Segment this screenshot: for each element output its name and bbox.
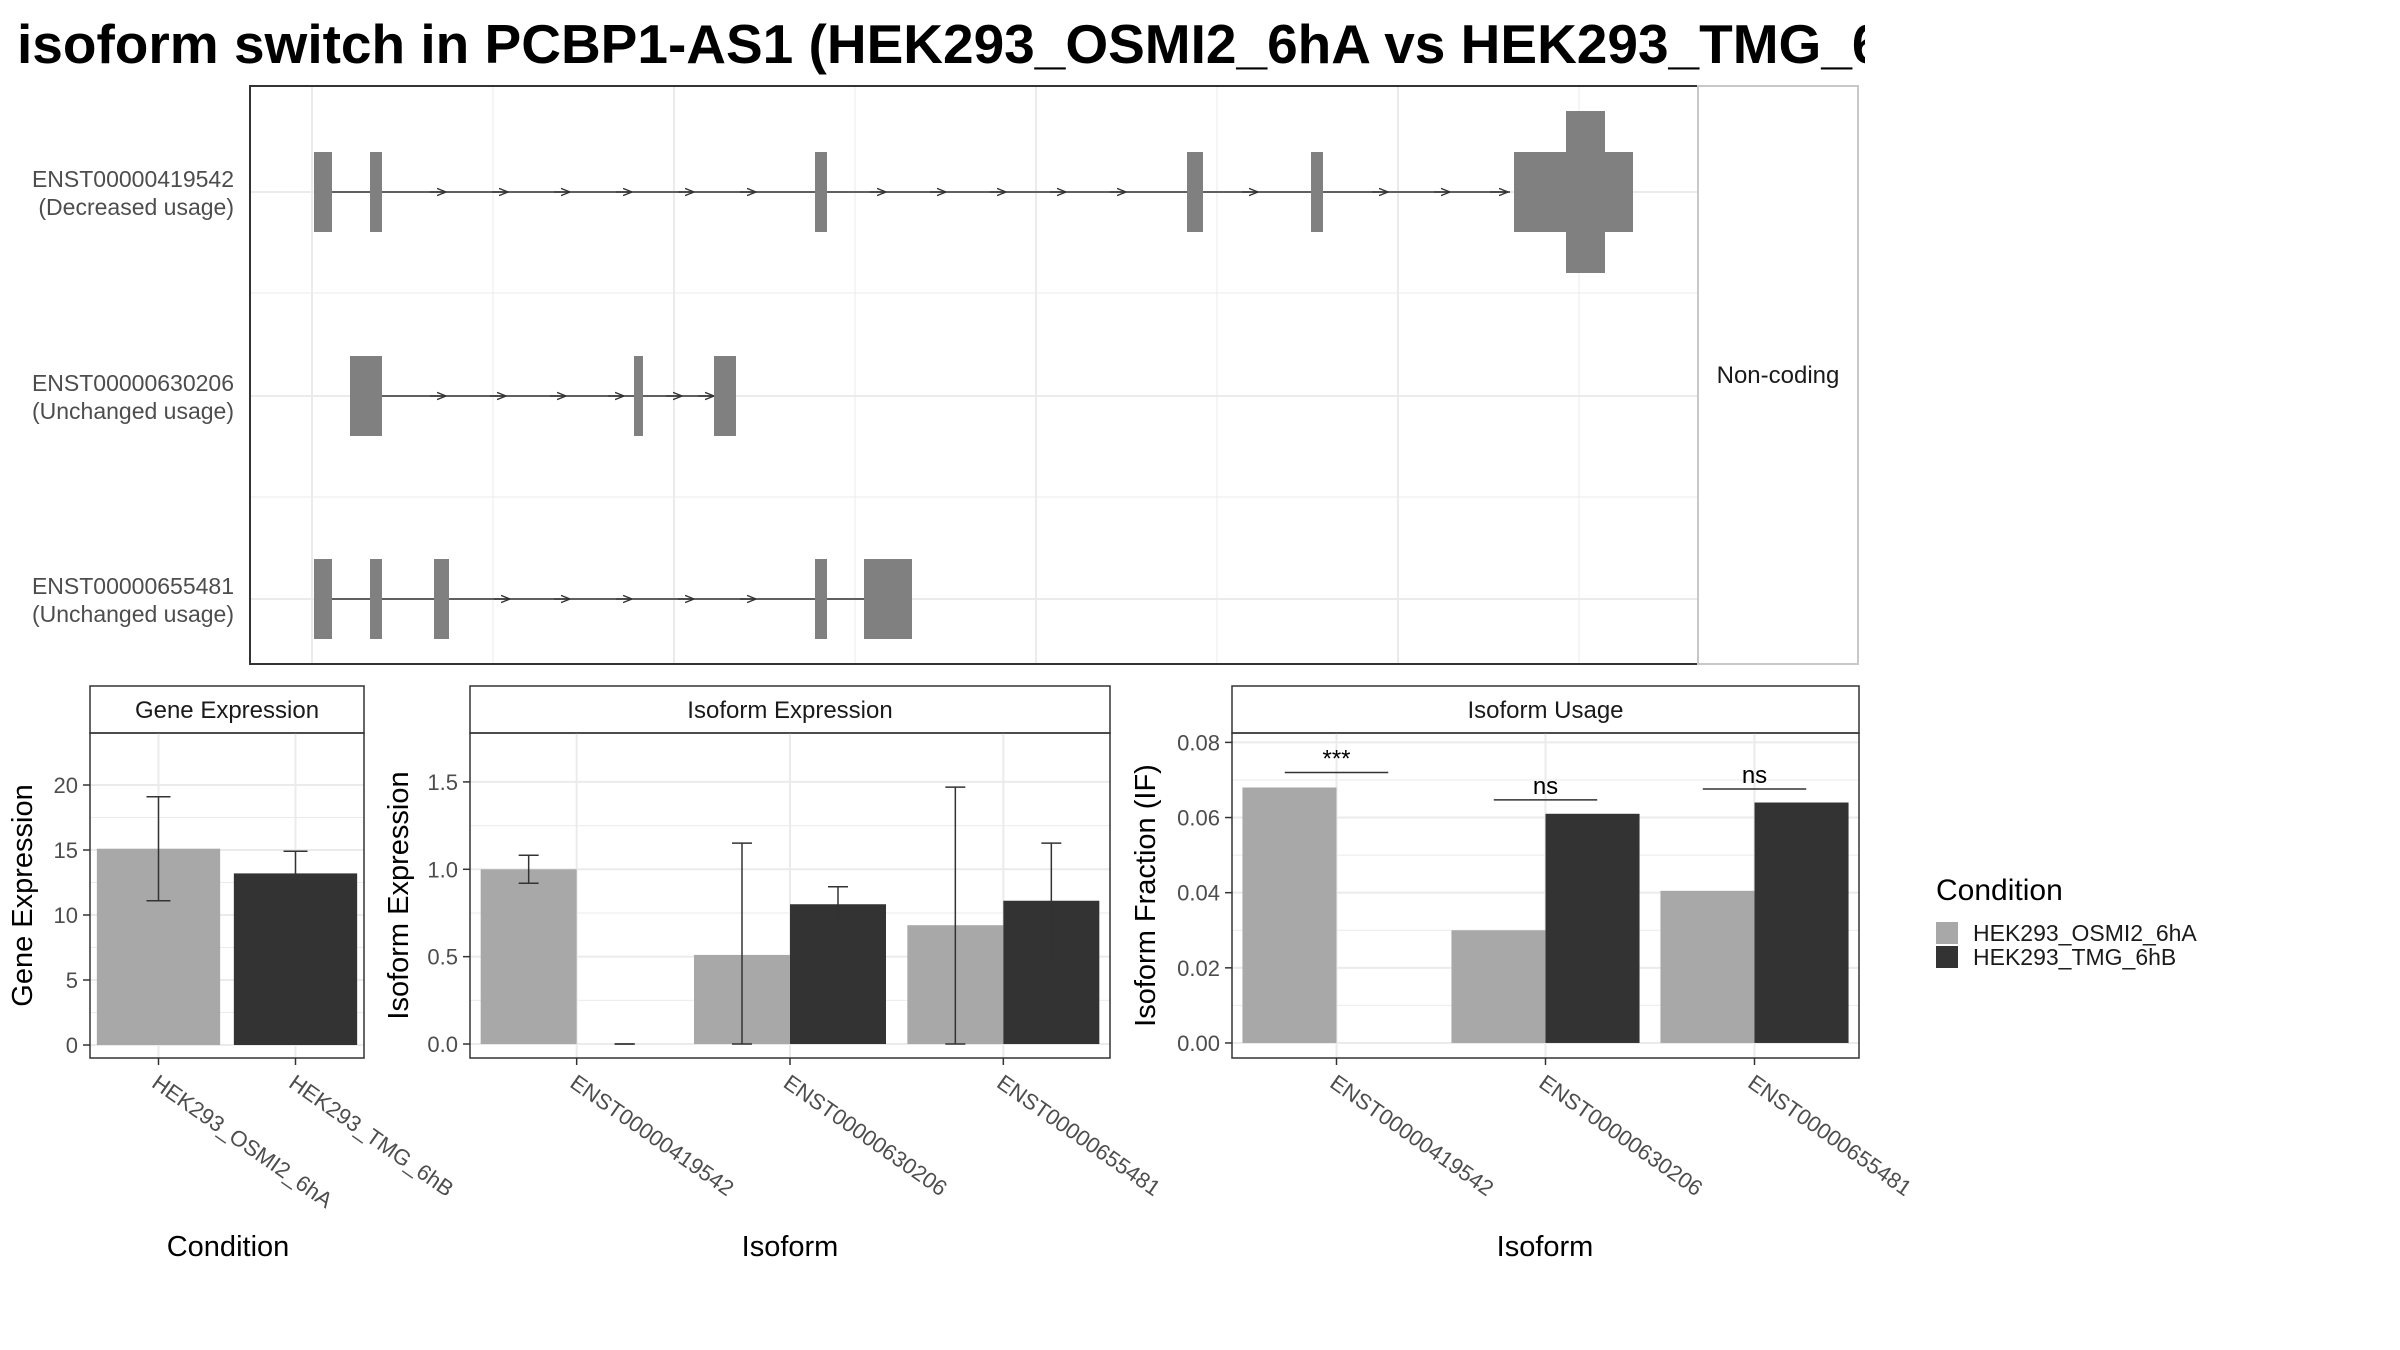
y-tick-label: 1.0 — [427, 857, 458, 882]
y-axis-title: Isoform Fraction (IF) — [1130, 764, 1162, 1027]
x-tick-label: ENST00000655481 — [992, 1070, 1165, 1201]
exon — [1311, 152, 1323, 232]
bar — [480, 869, 577, 1045]
transcript-id-label: ENST00000419542 — [32, 166, 234, 192]
legend-swatch — [1936, 922, 1958, 944]
y-axis-title: Isoform Expression — [383, 771, 415, 1019]
y-tick-label: 0.08 — [1177, 730, 1220, 755]
transcript-track-enst00000630206 — [350, 356, 736, 436]
legend-title: Condition — [1936, 874, 2063, 907]
exon — [314, 152, 332, 232]
x-tick-label: ENST00000419542 — [566, 1070, 739, 1201]
transcript-labels: ENST00000419542 (Decreased usage) ENST00… — [32, 166, 234, 627]
x-axis-title: Isoform — [742, 1231, 839, 1263]
y-tick-label: 0.00 — [1177, 1031, 1220, 1056]
panel-strip-label: Isoform Expression — [687, 697, 892, 724]
legend-item-label: HEK293_OSMI2_6hA — [1973, 920, 2197, 946]
significance-label: ns — [1533, 773, 1558, 800]
panel-strip-label: Gene Expression — [135, 697, 319, 724]
y-tick-label: 0.04 — [1177, 881, 1220, 906]
bar — [233, 873, 358, 1045]
exon — [1187, 152, 1203, 232]
bar-panels: Gene Expression05101520HEK293_OSMI2_6hAH… — [7, 685, 1917, 1263]
transcript-usage-label: (Unchanged usage) — [32, 398, 234, 424]
x-axis-title: Condition — [167, 1231, 290, 1263]
exon — [370, 152, 382, 232]
exon — [434, 559, 449, 639]
exon-coding — [864, 559, 912, 639]
x-tick-label: ENST00000419542 — [1326, 1070, 1499, 1201]
bar — [1242, 787, 1337, 1043]
y-tick-label: 10 — [54, 903, 78, 928]
legend-item-label: HEK293_TMG_6hB — [1973, 944, 2176, 970]
significance-label: ns — [1742, 762, 1767, 789]
panel-frame — [89, 732, 365, 1059]
bar — [1660, 890, 1755, 1043]
exon — [815, 559, 827, 639]
exon — [314, 559, 332, 639]
transcript-structure-panel: Non-coding ENST00000419542 (Decreased us… — [32, 85, 1859, 665]
y-tick-label: 0.02 — [1177, 956, 1220, 981]
transcript-track-enst00000419542 — [314, 111, 1633, 273]
structure-gridlines — [250, 86, 1698, 664]
x-tick-label: ENST00000630206 — [779, 1070, 952, 1201]
exon — [815, 152, 827, 232]
structure-panel-frame — [249, 85, 1699, 665]
bar-panel-isoform-expression: Isoform Expression 0.0 0.5 1.0 1.5 ENST000004… — [383, 685, 1165, 1263]
x-tick-label: ENST00000630206 — [1535, 1070, 1708, 1201]
exon-coding — [1566, 111, 1605, 273]
transcript-usage-label: (Unchanged usage) — [32, 601, 234, 627]
exon — [634, 356, 643, 436]
x-tick-label: ENST00000655481 — [1744, 1070, 1917, 1201]
bar — [790, 904, 886, 1045]
page-title: isoform switch in PCBP1-AS1 (HEK293_OSMI… — [17, 13, 1865, 75]
structure-strip-label: Non-coding — [1717, 362, 1840, 389]
legend-swatch — [1936, 946, 1958, 968]
y-tick-label: 0.5 — [427, 945, 458, 970]
y-tick-label: 15 — [54, 838, 78, 863]
panel-strip — [89, 685, 365, 734]
exon — [370, 559, 382, 639]
bar-panel-isoform-usage: Isoform Usage *** ns ns 0.00 0.02 0.04 0.06 0.08… — [1130, 685, 1917, 1263]
y-axis-title: Gene Expression — [7, 784, 39, 1006]
y-tick-label: 5 — [66, 968, 78, 993]
y-tick-label: 20 — [54, 773, 78, 798]
bar — [1451, 930, 1546, 1043]
y-tick-label: 0 — [66, 1033, 78, 1058]
y-tick-label: 0.06 — [1177, 806, 1220, 831]
y-tick-label: 1.5 — [427, 770, 458, 795]
transcript-track-enst00000655481 — [314, 559, 912, 639]
exon — [714, 356, 736, 436]
x-axis-title: Isoform — [1497, 1231, 1594, 1263]
bar — [1545, 813, 1640, 1043]
structure-strip — [1697, 85, 1859, 665]
transcript-id-label: ENST00000630206 — [32, 370, 234, 396]
transcript-id-label: ENST00000655481 — [32, 573, 234, 599]
panel-strip-label: Isoform Usage — [1467, 697, 1623, 724]
y-tick-label: 0.0 — [427, 1032, 458, 1057]
bar — [1754, 802, 1849, 1043]
transcript-usage-label: (Decreased usage) — [38, 194, 234, 220]
significance-label: *** — [1322, 745, 1350, 772]
exon — [350, 356, 382, 436]
